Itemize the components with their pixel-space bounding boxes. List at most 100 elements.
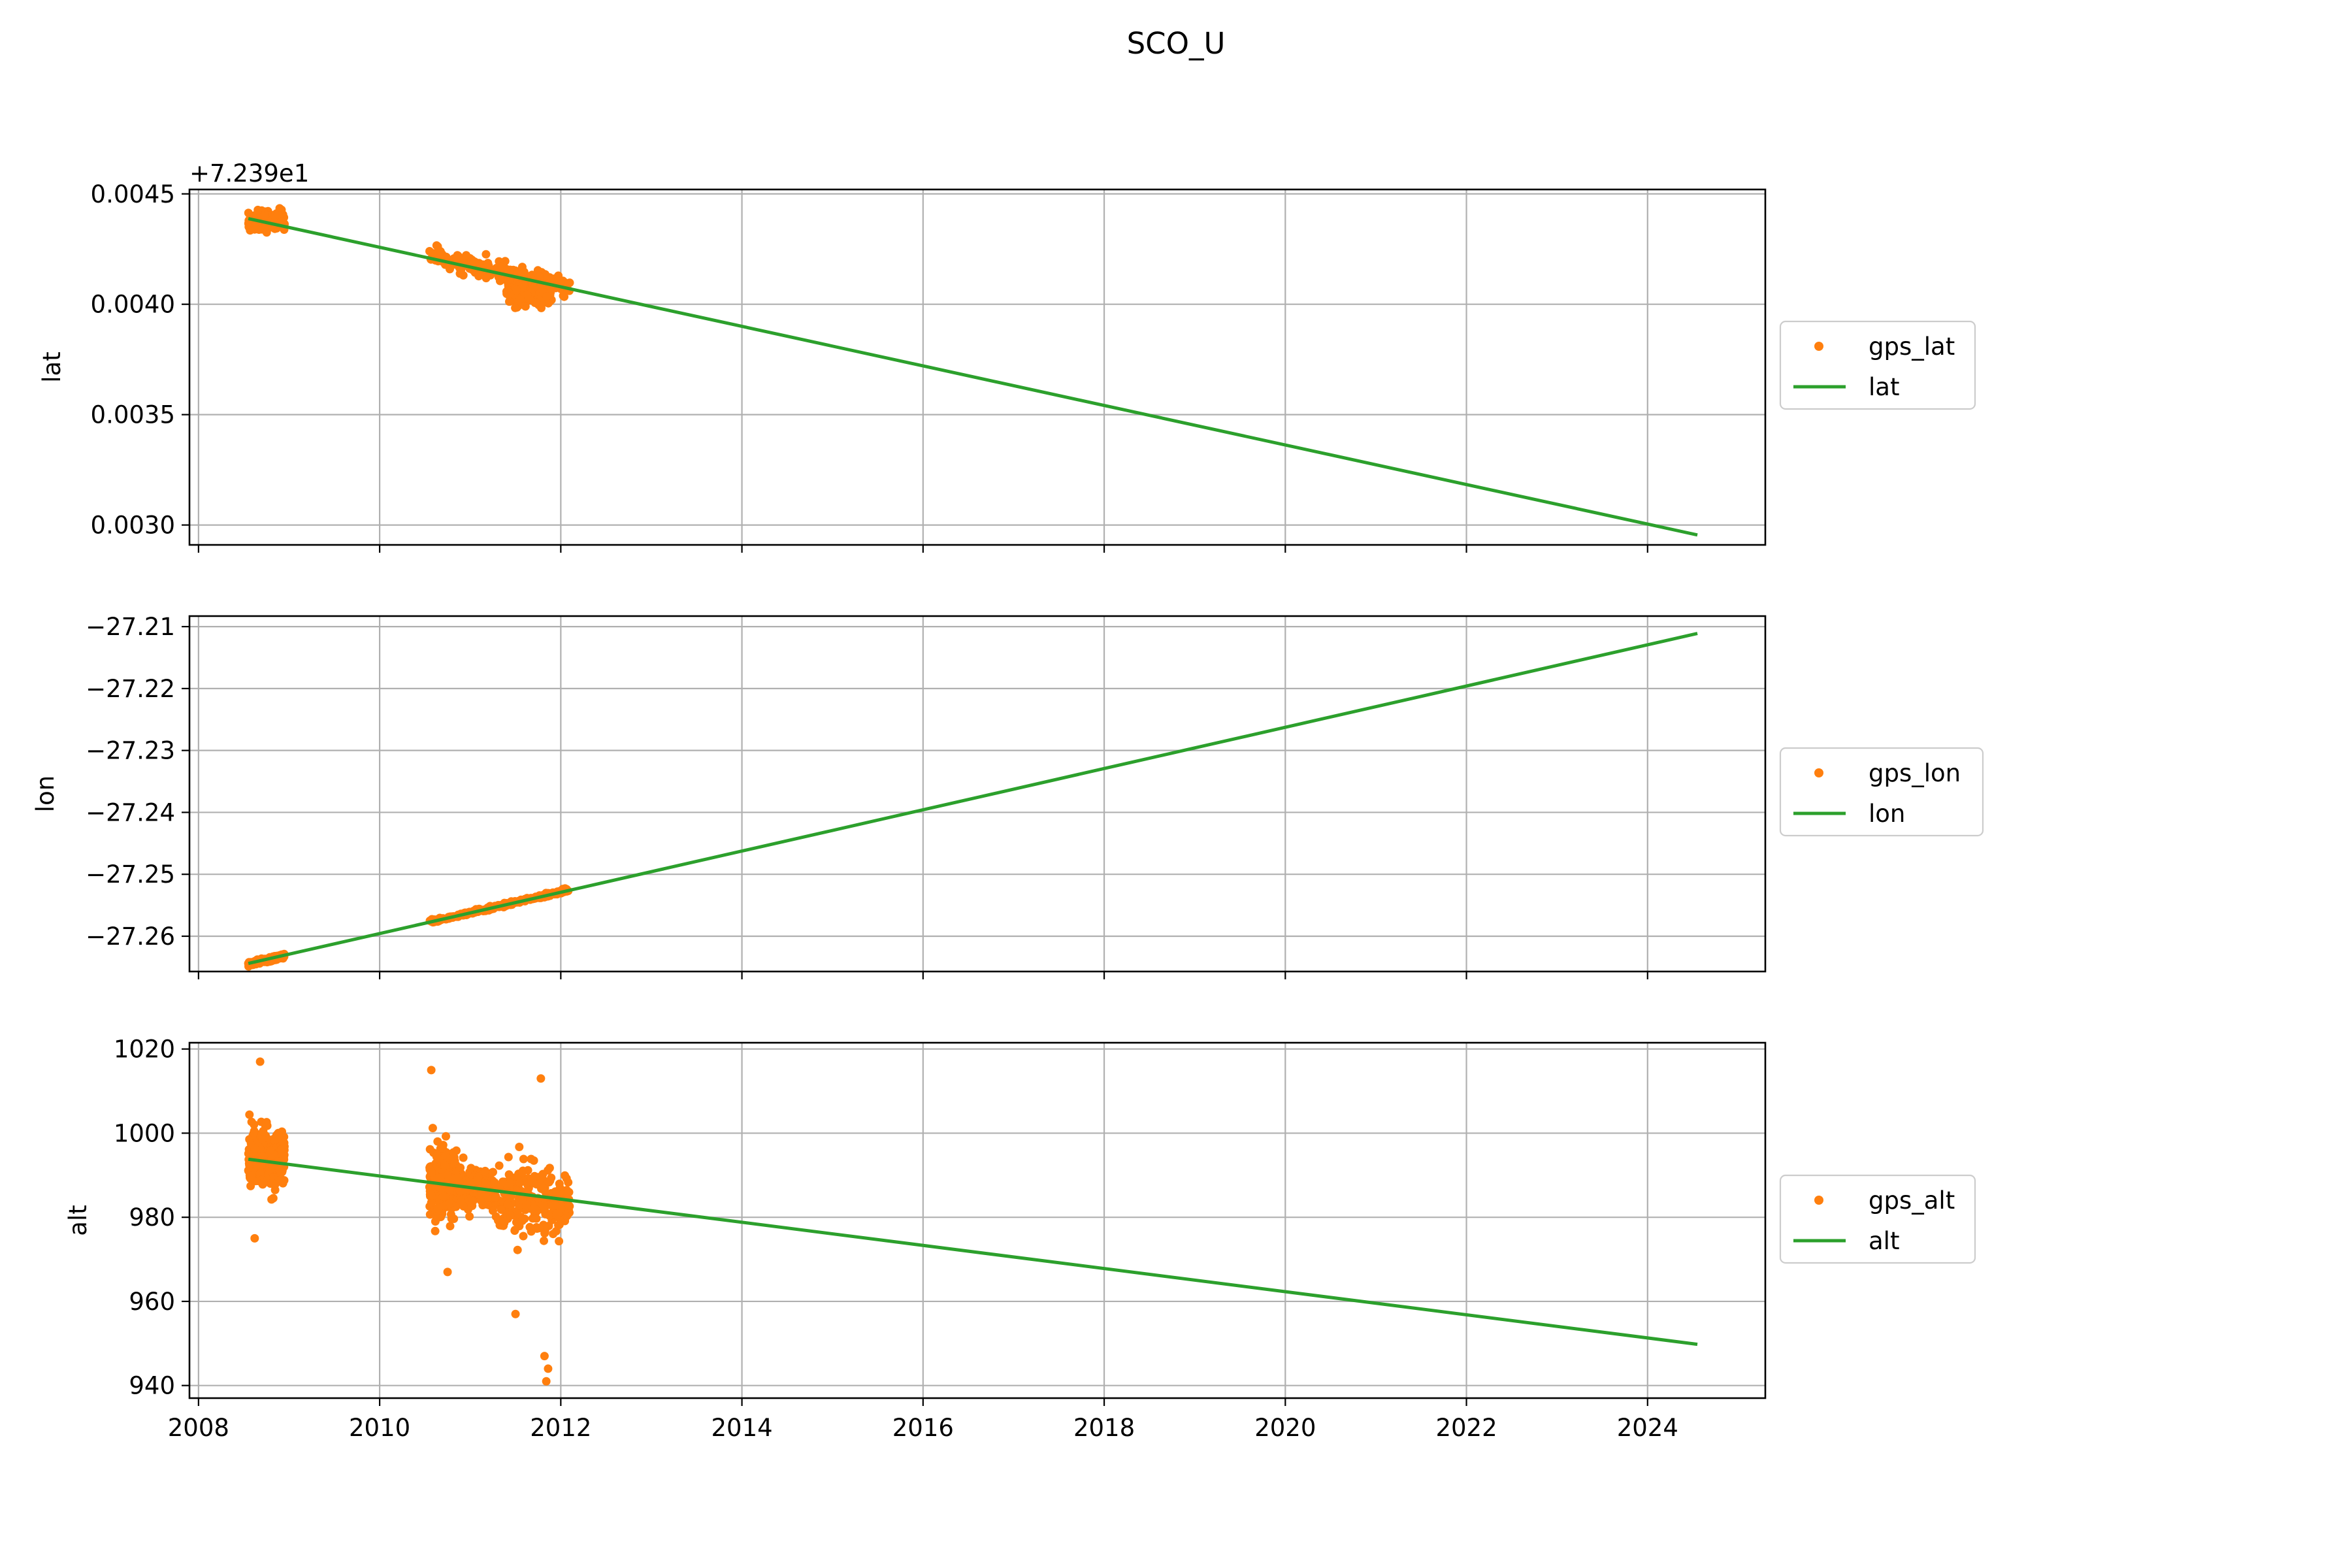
data-point	[472, 1175, 482, 1184]
data-point	[549, 1230, 558, 1239]
data-point	[545, 1211, 554, 1220]
subplot-lat: 0.00300.00350.00400.0045+7.239e1latgps_l…	[38, 159, 1976, 553]
data-point	[280, 1138, 289, 1147]
data-point	[262, 228, 271, 237]
data-point	[459, 1153, 468, 1162]
data-point	[536, 1074, 546, 1083]
data-point	[527, 1154, 536, 1164]
data-point	[268, 1179, 277, 1188]
data-point	[552, 1188, 561, 1198]
data-point	[462, 251, 471, 260]
data-point	[428, 1124, 437, 1133]
data-point	[445, 1184, 454, 1194]
data-point	[440, 1192, 449, 1201]
data-point	[245, 1160, 254, 1169]
data-point	[504, 1170, 514, 1179]
data-point	[255, 1057, 265, 1066]
data-point	[564, 1188, 574, 1197]
data-point	[530, 1171, 539, 1181]
data-point	[250, 1144, 259, 1153]
data-point	[542, 292, 551, 301]
data-point	[519, 1232, 528, 1241]
data-point	[540, 1229, 549, 1238]
data-point	[500, 1217, 509, 1226]
data-point	[551, 1201, 559, 1210]
data-point	[525, 1222, 534, 1232]
data-point	[495, 1161, 504, 1170]
axes-frame	[188, 615, 1767, 973]
data-point	[441, 1151, 450, 1160]
legend-label: gps_lat	[1869, 333, 1955, 361]
data-point	[261, 212, 270, 221]
data-point	[280, 1176, 288, 1185]
y-tick-label: 960	[129, 1288, 175, 1316]
data-point	[517, 269, 527, 278]
data-point	[455, 1186, 465, 1196]
data-point	[515, 1178, 525, 1187]
y-axis-label: lat	[38, 351, 66, 382]
data-point	[258, 1135, 267, 1144]
y-tick-label: 940	[129, 1372, 175, 1400]
axes-frame	[188, 1041, 1767, 1399]
data-point	[258, 1152, 267, 1161]
plot-area	[244, 1057, 1698, 1386]
y-tick-label: 0.0045	[91, 180, 175, 208]
data-point	[482, 1179, 491, 1188]
data-point	[561, 1171, 570, 1180]
x-tick-label: 2010	[349, 1414, 410, 1442]
legend-label: alt	[1869, 1227, 1899, 1255]
data-point	[506, 1211, 515, 1220]
data-point	[434, 1213, 443, 1222]
data-point	[554, 1220, 563, 1230]
y-tick-label: −27.22	[86, 675, 175, 703]
data-point	[276, 1145, 286, 1154]
data-point	[449, 1152, 459, 1162]
data-point	[497, 263, 506, 272]
data-point	[511, 1309, 520, 1318]
y-tick-label: 0.0040	[91, 291, 175, 319]
legend-marker	[1814, 1196, 1823, 1205]
data-point	[515, 1143, 524, 1151]
data-point	[444, 1171, 452, 1180]
data-point	[245, 1110, 254, 1119]
x-tick-label: 2008	[168, 1414, 229, 1442]
x-tick-label: 2016	[892, 1414, 954, 1442]
data-point	[244, 1149, 253, 1158]
y-tick-label: −27.26	[86, 923, 175, 951]
subplot-lon: −27.26−27.25−27.24−27.23−27.22−27.21long…	[31, 613, 1984, 979]
data-point	[249, 1128, 258, 1137]
data-point	[560, 292, 569, 301]
data-point	[538, 1169, 547, 1179]
legend-label: gps_lon	[1869, 759, 1961, 787]
data-point	[517, 1195, 527, 1204]
data-point	[552, 1211, 561, 1220]
data-point	[449, 1215, 459, 1223]
data-point	[280, 1152, 288, 1162]
data-point	[555, 1237, 564, 1246]
data-point	[247, 1171, 256, 1181]
data-point	[246, 1181, 255, 1190]
data-point	[518, 1216, 527, 1225]
data-point	[540, 1352, 549, 1361]
x-tick-label: 2018	[1073, 1414, 1135, 1442]
x-tick-label: 2024	[1617, 1414, 1678, 1442]
axes-frame	[188, 188, 1767, 546]
data-point	[489, 1206, 497, 1215]
data-point	[267, 1195, 276, 1204]
x-tick-label: 2012	[530, 1414, 591, 1442]
data-point	[504, 1152, 513, 1162]
data-point	[432, 1152, 441, 1161]
data-point	[259, 1126, 268, 1135]
data-point	[446, 1222, 455, 1231]
data-point	[262, 1118, 271, 1127]
data-point	[266, 1146, 275, 1155]
series-lon-line	[248, 632, 1698, 966]
data-point	[513, 1245, 522, 1254]
plot-area	[244, 632, 1698, 971]
data-point	[532, 1223, 541, 1232]
data-point	[427, 1191, 436, 1200]
data-point	[542, 1377, 551, 1386]
data-point	[482, 250, 491, 259]
data-point	[250, 1120, 259, 1129]
